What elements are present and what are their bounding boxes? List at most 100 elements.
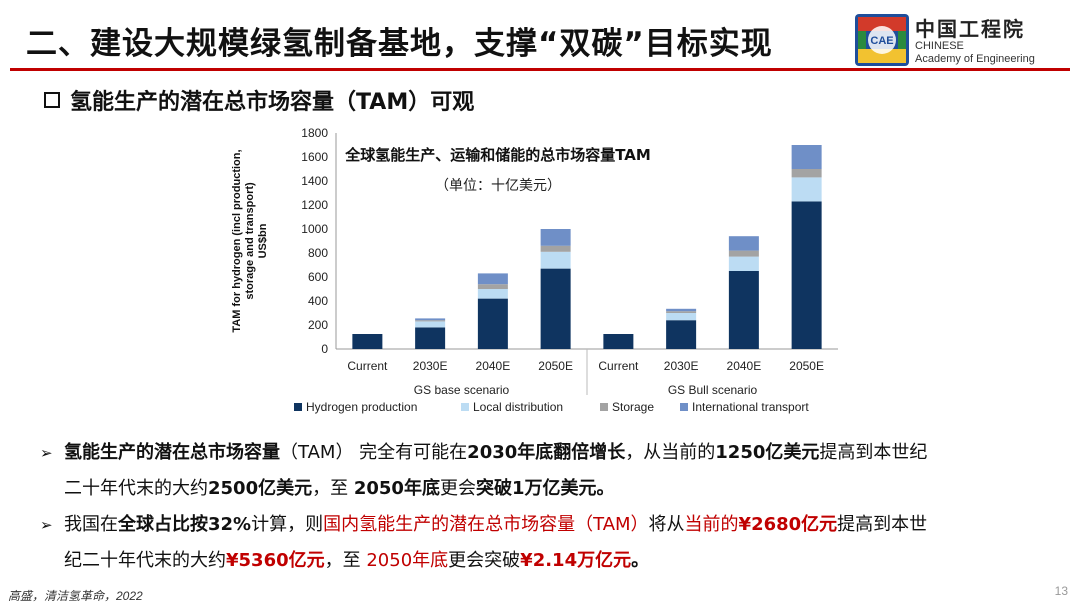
- x-tick-label: 2050E: [538, 359, 573, 373]
- cae-emblem-icon: CAE: [855, 14, 909, 66]
- text-segment: 突破1万亿美元。: [475, 478, 615, 499]
- tam-stacked-bar-chart: TAM for hydrogen (incl production, storag…: [231, 126, 838, 414]
- y-tick-label: 1400: [301, 174, 328, 188]
- text-segment: 全球占比按32%: [118, 514, 252, 535]
- bar-segment: [540, 268, 571, 349]
- text-segment: 将从: [648, 514, 685, 535]
- text-segment: 更会: [439, 478, 476, 499]
- bar-segment: [415, 320, 446, 322]
- legend-swatch: [680, 403, 688, 411]
- text-segment: 提高到本世: [837, 514, 928, 535]
- bar-segment: [666, 320, 697, 349]
- text-segment: 2500亿美元: [208, 478, 313, 499]
- bullet-2-line-1: 我国在全球占比按32%计算，则国内氢能生产的潜在总市场容量（TAM）将从当前的¥…: [64, 507, 1050, 543]
- y-tick-label: 0: [321, 342, 328, 356]
- bar-segment: [415, 327, 446, 349]
- bar-segment: [477, 284, 508, 289]
- y-tick-label: 200: [308, 318, 328, 332]
- legend-entry: Storage: [612, 400, 654, 414]
- subheading-text: 氢能生产的潜在总市场容量（TAM）可观: [70, 90, 475, 115]
- bullet-list: ➢ 氢能生产的潜在总市场容量（TAM） 完全有可能在2030年底翻倍增长，从当前…: [40, 435, 1050, 579]
- text-segment: ，从当前的: [625, 442, 716, 463]
- svg-text:CAE: CAE: [870, 35, 893, 47]
- bar-segment: [728, 250, 759, 257]
- bar-segment: [666, 311, 697, 313]
- y-tick-label: 1200: [301, 198, 328, 212]
- bar-segment: [477, 289, 508, 299]
- x-tick-label: 2050E: [789, 359, 824, 373]
- tam-chart: TAM for hydrogen (incl production, storag…: [226, 120, 846, 425]
- text-segment: 提高到本世纪: [819, 442, 928, 463]
- bullet-1-line-1: 氢能生产的潜在总市场容量（TAM） 完全有可能在2030年底翻倍增长，从当前的1…: [64, 435, 1050, 471]
- text-segment: 2050年底: [366, 550, 449, 571]
- bar-segment: [666, 308, 697, 312]
- text-segment: 2030年底翻倍增长: [467, 442, 626, 463]
- bullet-2-line-2: 纪二十年代末的大约¥5360亿元，至 2050年底更会突破¥2.14万亿元。: [64, 543, 1050, 579]
- arrow-bullet-icon: ➢: [40, 516, 53, 534]
- chart-title: 全球氢能生产、运输和储能的总市场容量TAM: [344, 146, 651, 164]
- x-tick-label: 2040E: [476, 359, 511, 373]
- text-segment: ，至: [324, 550, 367, 571]
- text-segment: （TAM） 完全有可能在: [280, 442, 468, 463]
- bullet-item-1: ➢ 氢能生产的潜在总市场容量（TAM） 完全有可能在2030年底翻倍增长，从当前…: [40, 435, 1050, 507]
- y-axis-title: US$bn: [257, 223, 269, 258]
- y-tick-label: 1800: [301, 126, 328, 140]
- bar-segment: [477, 273, 508, 285]
- group-label: GS Bull scenario: [668, 383, 758, 397]
- text-segment: 当前的: [684, 514, 739, 535]
- text-segment: 1250亿美元: [715, 442, 820, 463]
- x-tick-label: Current: [347, 359, 388, 373]
- text-segment: 我国在: [64, 514, 118, 535]
- text-segment: ¥2.14万亿元: [520, 550, 632, 571]
- x-tick-label: 2040E: [727, 359, 762, 373]
- legend-swatch: [461, 403, 469, 411]
- bar-segment: [791, 177, 822, 202]
- y-tick-label: 1600: [301, 150, 328, 164]
- bar-segment: [666, 313, 697, 321]
- text-segment: ，至: [312, 478, 354, 499]
- bar-segment: [791, 201, 822, 349]
- y-tick-label: 800: [308, 246, 328, 260]
- text-segment: 。: [631, 550, 650, 571]
- title-divider: [10, 68, 1070, 71]
- bar-segment: [477, 298, 508, 349]
- bar-segment: [728, 236, 759, 251]
- legend-entry: International transport: [692, 400, 809, 414]
- legend-swatch: [294, 403, 302, 411]
- bar-segment: [791, 145, 822, 169]
- y-tick-label: 600: [308, 270, 328, 284]
- text-segment: ¥2680亿元: [738, 514, 838, 535]
- bullet-1-line-2: 二十年代末的大约2500亿美元，至 2050年底更会突破1万亿美元。: [64, 471, 1050, 507]
- logo-name-cn: 中国工程院: [915, 17, 1025, 41]
- logo-name-en-2: Academy of Engineering: [915, 53, 1035, 65]
- arrow-bullet-icon: ➢: [40, 444, 53, 462]
- text-segment: 纪二十年代末的大约: [64, 550, 226, 571]
- legend-swatch: [600, 403, 608, 411]
- checkbox-square-icon: [44, 92, 60, 108]
- bar-segment: [352, 334, 383, 349]
- bar-segment: [540, 245, 571, 252]
- text-segment: ¥5360亿元: [226, 550, 325, 571]
- logo-name-en-1: CHINESE: [915, 40, 964, 52]
- text-segment: 氢能生产的潜在总市场容量: [64, 442, 280, 463]
- x-tick-label: 2030E: [664, 359, 699, 373]
- bar-segment: [728, 256, 759, 271]
- legend-entry: Local distribution: [473, 400, 563, 414]
- source-citation: 高盛，清洁氢革命，2022: [8, 589, 143, 603]
- bar-segment: [415, 321, 446, 328]
- text-segment: 二十年代末的大约: [64, 478, 208, 499]
- y-tick-label: 1000: [301, 222, 328, 236]
- bar-segment: [540, 251, 571, 269]
- bar-segment: [603, 334, 634, 349]
- bar-segment: [415, 318, 446, 321]
- legend-entry: Hydrogen production: [306, 400, 417, 414]
- x-tick-label: Current: [598, 359, 639, 373]
- y-axis-title: TAM for hydrogen (incl production,: [231, 149, 243, 332]
- y-axis-title: storage and transport): [244, 182, 256, 300]
- chart-subtitle: （单位：十亿美元）: [435, 178, 561, 194]
- bar-segment: [728, 271, 759, 349]
- bar-segment: [540, 229, 571, 246]
- page-number: 13: [1054, 584, 1068, 598]
- text-segment: 2050年底: [353, 478, 440, 499]
- text-segment: 计算，则: [251, 514, 324, 535]
